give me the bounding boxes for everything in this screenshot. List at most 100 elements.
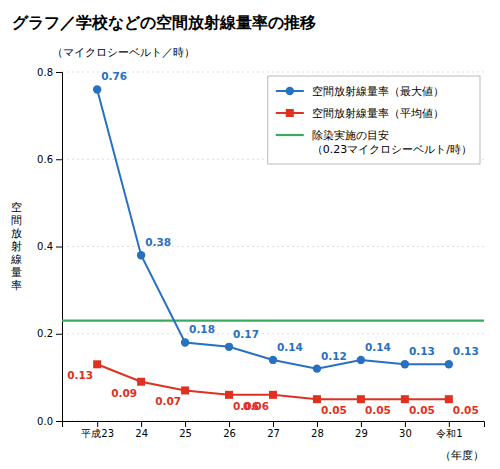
data-label: 0.06 xyxy=(243,400,269,412)
data-label: 0.07 xyxy=(155,395,181,407)
x-axis-line xyxy=(63,422,485,428)
point xyxy=(225,343,233,351)
x-tick-label: 29 xyxy=(355,428,368,439)
data-label: 0.05 xyxy=(453,404,479,416)
y-tick-label: 0.2 xyxy=(37,328,53,339)
legend-swatch xyxy=(276,134,304,136)
legend-label: 空間放射線量率（最大値） xyxy=(312,85,444,98)
legend-marker xyxy=(286,87,294,95)
y-tick-label: 0.8 xyxy=(37,67,53,78)
x-tick: 30 xyxy=(399,421,412,439)
point xyxy=(401,395,409,403)
point xyxy=(401,360,409,368)
x-tick-label: 25 xyxy=(179,428,192,439)
legend-label: 除染実施の目安（0.23マイクロシーベルト/時） xyxy=(312,129,472,156)
data-label: 0.18 xyxy=(189,323,215,335)
plot-area: 0.0 0.2 0.4 0.6 0.8 平成23 24 25 26 27 28 29 30 令和1 （年度）… xyxy=(10,46,485,462)
point xyxy=(357,356,365,364)
legend-frame xyxy=(268,76,480,164)
x-tick: 25 xyxy=(179,421,192,439)
grid-line xyxy=(62,333,484,334)
x-axis-label: （年度） xyxy=(440,449,484,462)
x-tick: 平成23 xyxy=(81,421,114,439)
y-tick: 0.6 xyxy=(37,154,62,165)
point xyxy=(269,391,277,399)
reference-line xyxy=(62,320,484,322)
x-axis: 平成23 24 25 26 27 28 29 30 令和1 xyxy=(63,421,485,439)
data-label: 0.14 xyxy=(365,341,391,353)
data-label: 0.09 xyxy=(111,387,137,399)
legend: 空間放射線量率（最大値） 空間放射線量率（平均値） 除染実施の目安（0.23マイクロ… xyxy=(268,76,480,164)
x-tick-mark xyxy=(273,421,274,427)
x-tick-label: 26 xyxy=(223,428,236,439)
x-tick-label: 24 xyxy=(135,428,148,439)
legend-entry: 空間放射線量率（平均値） xyxy=(276,107,444,120)
point xyxy=(181,386,189,394)
point xyxy=(93,85,101,93)
title: グラフ／学校などの空間放射線量率の推移 xyxy=(12,13,316,32)
x-tick: 27 xyxy=(267,421,280,439)
legend-marker xyxy=(286,109,294,117)
y-tick-mark xyxy=(56,159,62,160)
point xyxy=(445,360,453,368)
y-tick-label: 0.6 xyxy=(37,154,53,165)
point xyxy=(445,395,453,403)
data-label: 0.05 xyxy=(365,404,391,416)
series xyxy=(93,360,453,403)
data-label: 0.05 xyxy=(321,404,347,416)
data-label: 0.17 xyxy=(233,328,259,340)
x-tick-mark xyxy=(317,421,318,427)
point xyxy=(93,360,101,368)
x-tick-mark xyxy=(141,421,142,427)
point xyxy=(137,251,145,259)
data-label: 0.05 xyxy=(409,404,435,416)
x-tick-label: 30 xyxy=(399,428,412,439)
data-label: 0.12 xyxy=(321,350,347,362)
y-axis-unit: （マイクロシーベルト／時） xyxy=(52,46,195,59)
legend-entry: 空間放射線量率（最大値） xyxy=(276,85,444,98)
grid-line xyxy=(62,246,484,247)
x-tick-mark xyxy=(449,421,450,427)
y-tick: 0.0 xyxy=(37,416,62,427)
y-axis-line xyxy=(56,73,63,422)
series-line xyxy=(97,364,449,399)
y-axis-label: 空間放射線量率 xyxy=(10,201,22,292)
y-tick-label: 0.0 xyxy=(37,416,53,427)
y-tick: 0.2 xyxy=(37,328,62,339)
y-tick-mark xyxy=(56,72,62,73)
data-label: 0.13 xyxy=(67,369,93,381)
point xyxy=(137,378,145,386)
grid xyxy=(62,72,484,421)
legend-entry: 除染実施の目安（0.23マイクロシーベルト/時） xyxy=(276,129,472,156)
x-tick-mark xyxy=(185,421,186,427)
y-tick-mark xyxy=(56,421,62,422)
x-tick-mark xyxy=(97,421,98,427)
x-tick: 28 xyxy=(311,421,324,439)
y-tick-mark xyxy=(56,334,62,335)
data-label: 0.14 xyxy=(277,341,303,353)
point xyxy=(313,364,321,372)
y-tick: 0.4 xyxy=(37,241,62,252)
data-label: 0.38 xyxy=(145,236,171,248)
x-tick-label: 27 xyxy=(267,428,280,439)
x-tick: 24 xyxy=(135,421,148,439)
chart: グラフ／学校などの空間放射線量率の推移 0.0 0.2 0.4 0.6 0.8 平成23 24… xyxy=(0,0,500,469)
x-tick-label: 28 xyxy=(311,428,324,439)
x-tick-label: 令和1 xyxy=(436,428,462,439)
point xyxy=(225,391,233,399)
x-tick: 令和1 xyxy=(436,421,462,439)
y-tick: 0.8 xyxy=(37,67,62,78)
y-axis: 0.0 0.2 0.4 0.6 0.8 xyxy=(37,67,62,427)
x-tick-mark xyxy=(405,421,406,427)
x-tick: 26 xyxy=(223,421,236,439)
x-tick-label: 平成23 xyxy=(81,428,114,439)
point xyxy=(269,356,277,364)
legend-label: 空間放射線量率（平均値） xyxy=(312,107,444,120)
x-tick-mark xyxy=(229,421,230,427)
x-tick: 29 xyxy=(355,421,368,439)
point xyxy=(313,395,321,403)
y-tick-label: 0.4 xyxy=(37,241,53,252)
data-label: 0.76 xyxy=(101,70,127,82)
point xyxy=(181,338,189,346)
y-tick-mark xyxy=(56,247,62,248)
